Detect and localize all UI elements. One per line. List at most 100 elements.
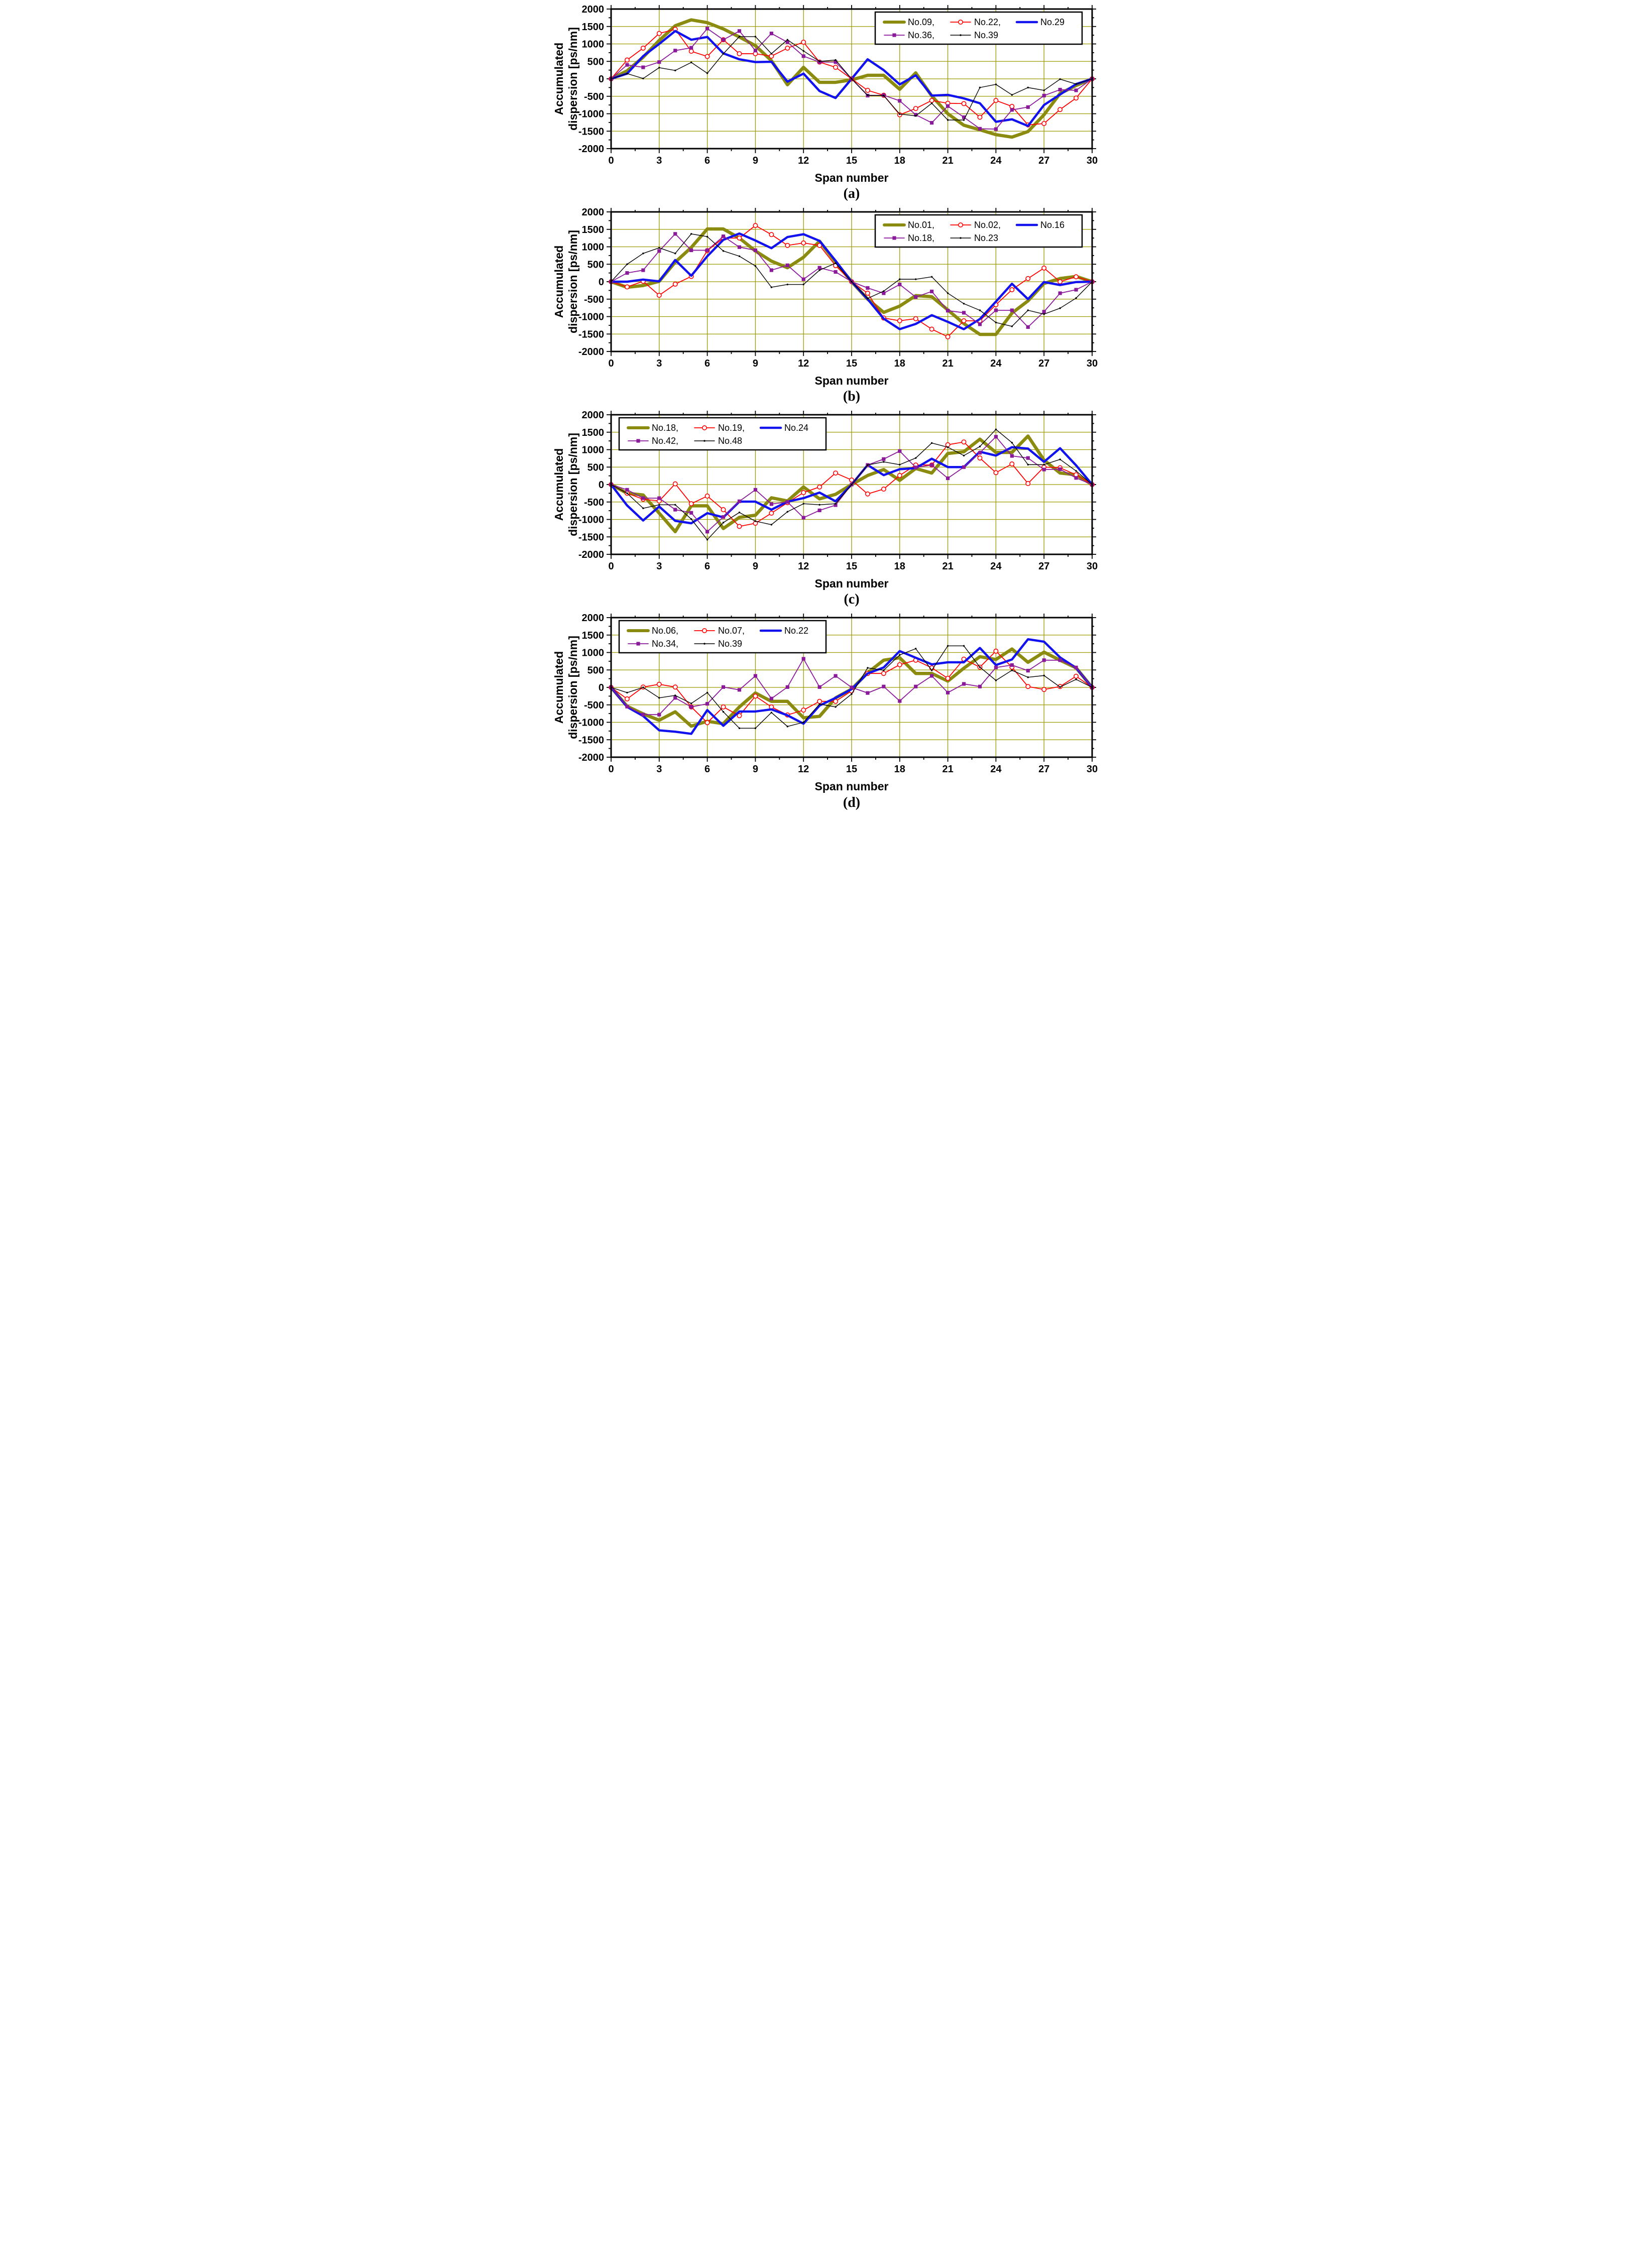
x-axis-title: Span number <box>814 780 889 793</box>
svg-text:No.02,: No.02, <box>974 220 1001 230</box>
series-No.23 <box>610 233 1093 327</box>
svg-text:0: 0 <box>599 74 604 85</box>
svg-text:-2000: -2000 <box>578 346 604 358</box>
panel-b: 0 3 6 9 12 15 18 21 24 27 30 2000 1500 1000 500 0 -500 -1… <box>550 206 1102 404</box>
svg-text:1000: 1000 <box>582 648 605 659</box>
tick-labels: 0 3 6 9 12 15 18 21 24 27 30 2000 1500 1000 500 0 -500 -1… <box>578 410 1098 572</box>
dispersion-chart-a: 0 3 6 9 12 15 18 21 24 27 30 2000 1500 1000 500 0 -500 -1… <box>552 4 1098 166</box>
svg-text:-1000: -1000 <box>578 312 604 323</box>
svg-text:9: 9 <box>753 561 758 572</box>
svg-text:No.23: No.23 <box>974 233 998 243</box>
y-axis-title: Accumulated dispersion [ps/nm] <box>552 27 579 131</box>
dispersion-chart-c: 0 3 6 9 12 15 18 21 24 27 30 2000 1500 1000 500 0 -500 -1… <box>552 410 1098 572</box>
svg-text:Accumulated: Accumulated <box>552 448 565 521</box>
svg-text:27: 27 <box>1038 764 1049 775</box>
svg-text:2000: 2000 <box>582 613 605 624</box>
svg-text:9: 9 <box>753 155 758 166</box>
svg-text:Accumulated: Accumulated <box>552 651 565 724</box>
svg-text:6: 6 <box>704 358 710 369</box>
svg-text:6: 6 <box>704 155 710 166</box>
svg-text:dispersion [ps/nm]: dispersion [ps/nm] <box>566 27 579 131</box>
series-No.39 <box>610 36 1093 121</box>
svg-text:3: 3 <box>656 155 662 166</box>
svg-text:dispersion [ps/nm]: dispersion [ps/nm] <box>566 433 579 536</box>
svg-text:-1000: -1000 <box>578 515 604 526</box>
svg-text:12: 12 <box>798 764 809 775</box>
svg-text:30: 30 <box>1087 358 1098 369</box>
svg-text:6: 6 <box>704 561 710 572</box>
svg-text:1500: 1500 <box>582 224 605 235</box>
svg-text:No.09,: No.09, <box>908 17 934 27</box>
svg-text:-500: -500 <box>584 497 604 508</box>
plot-frame <box>610 211 1093 352</box>
svg-text:No.39: No.39 <box>718 639 742 649</box>
svg-text:-1000: -1000 <box>578 718 604 729</box>
svg-text:1000: 1000 <box>582 242 605 253</box>
legend: No.18, No.19, No.24 No.42, No.48 <box>618 417 827 451</box>
y-axis-title: Accumulated dispersion [ps/nm] <box>552 636 579 740</box>
svg-text:500: 500 <box>587 259 604 270</box>
svg-text:21: 21 <box>942 764 953 775</box>
dispersion-chart-d: 0 3 6 9 12 15 18 21 24 27 30 2000 1500 1000 500 0 -500 -1… <box>552 613 1098 775</box>
svg-text:-1500: -1500 <box>578 329 604 340</box>
svg-text:9: 9 <box>753 358 758 369</box>
svg-text:2000: 2000 <box>582 207 605 218</box>
tick-labels: 0 3 6 9 12 15 18 21 24 27 30 2000 1500 1000 500 0 -500 -1… <box>578 4 1098 166</box>
svg-text:9: 9 <box>753 764 758 775</box>
svg-text:18: 18 <box>894 358 905 369</box>
svg-text:0: 0 <box>608 358 614 369</box>
svg-text:-1500: -1500 <box>578 126 604 137</box>
svg-text:0: 0 <box>608 561 614 572</box>
plot-frame <box>610 414 1093 555</box>
svg-text:1500: 1500 <box>582 22 605 33</box>
legend: No.06, No.07, No.22 No.34, No.39 <box>618 620 827 654</box>
svg-text:No.18,: No.18, <box>908 233 934 243</box>
svg-text:No.22,: No.22, <box>974 17 1001 27</box>
svg-text:500: 500 <box>587 665 604 676</box>
svg-text:No.48: No.48 <box>718 436 742 446</box>
svg-text:3: 3 <box>656 561 662 572</box>
legend: No.01, No.02, No.16 No.18, No.23 <box>874 214 1083 248</box>
svg-text:No.07,: No.07, <box>718 626 745 636</box>
svg-text:21: 21 <box>942 561 953 572</box>
svg-text:-1000: -1000 <box>578 109 604 120</box>
svg-text:6: 6 <box>704 764 710 775</box>
svg-text:0: 0 <box>608 155 614 166</box>
svg-text:-2000: -2000 <box>578 752 604 763</box>
panel-c: 0 3 6 9 12 15 18 21 24 27 30 2000 1500 1000 500 0 -500 -1… <box>550 409 1102 607</box>
svg-text:12: 12 <box>798 358 809 369</box>
svg-text:-1500: -1500 <box>578 735 604 746</box>
svg-text:-2000: -2000 <box>578 144 604 155</box>
svg-text:No.34,: No.34, <box>652 639 678 649</box>
svg-text:No.39: No.39 <box>974 30 998 40</box>
svg-text:15: 15 <box>846 561 857 572</box>
svg-text:No.36,: No.36, <box>908 30 934 40</box>
svg-text:18: 18 <box>894 764 905 775</box>
svg-text:3: 3 <box>656 764 662 775</box>
plot-frame <box>610 617 1093 758</box>
y-axis-title: Accumulated dispersion [ps/nm] <box>552 433 579 536</box>
svg-text:No.01,: No.01, <box>908 220 934 230</box>
svg-text:30: 30 <box>1087 561 1098 572</box>
panel-caption-a: (a) <box>843 186 860 202</box>
svg-text:15: 15 <box>846 155 857 166</box>
panel-caption-b: (b) <box>843 389 861 405</box>
svg-text:Accumulated: Accumulated <box>552 246 565 318</box>
svg-text:No.06,: No.06, <box>652 626 678 636</box>
svg-text:No.42,: No.42, <box>652 436 678 446</box>
x-axis-title: Span number <box>814 171 889 184</box>
svg-text:-500: -500 <box>584 700 604 711</box>
svg-text:0: 0 <box>599 480 604 491</box>
dispersion-chart-b: 0 3 6 9 12 15 18 21 24 27 30 2000 1500 1000 500 0 -500 -1… <box>552 207 1098 369</box>
svg-text:27: 27 <box>1038 358 1049 369</box>
svg-text:No.29: No.29 <box>1040 17 1065 27</box>
svg-text:-500: -500 <box>584 294 604 305</box>
svg-text:-1500: -1500 <box>578 532 604 543</box>
x-axis-title: Span number <box>814 374 889 388</box>
svg-text:27: 27 <box>1038 561 1049 572</box>
svg-text:-500: -500 <box>584 91 604 102</box>
svg-text:0: 0 <box>608 764 614 775</box>
svg-text:21: 21 <box>942 358 953 369</box>
svg-text:No.19,: No.19, <box>718 423 745 433</box>
svg-text:No.16: No.16 <box>1040 220 1065 230</box>
